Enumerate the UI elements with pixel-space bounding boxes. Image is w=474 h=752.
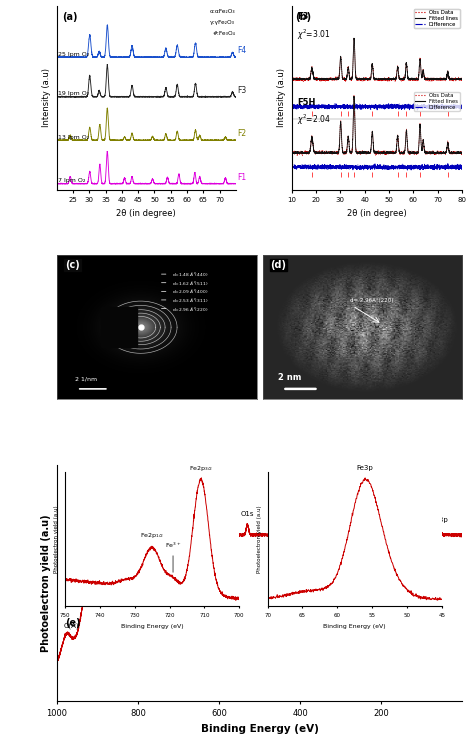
Text: d=2.53 $\AA^o$(311): d=2.53 $\AA^o$(311): [172, 296, 208, 304]
Text: d=1.48 $\AA^o$(440): d=1.48 $\AA^o$(440): [172, 270, 208, 278]
Text: F1: F1: [237, 173, 246, 182]
Text: 2 nm: 2 nm: [279, 373, 302, 382]
Text: F4: F4: [237, 47, 246, 56]
Text: Fe2p₁/₂: Fe2p₁/₂: [155, 536, 180, 542]
Text: 2 1/nm: 2 1/nm: [75, 377, 97, 382]
Text: d=2.09 $\AA^o$(400): d=2.09 $\AA^o$(400): [172, 287, 208, 296]
Text: (e): (e): [65, 618, 81, 628]
Text: d= 2.96A°(220): d= 2.96A°(220): [350, 298, 394, 303]
Text: d=2.96 $\AA^o$(220): d=2.96 $\AA^o$(220): [172, 305, 208, 313]
Text: F5H: F5H: [297, 98, 315, 107]
Text: (a): (a): [62, 11, 78, 22]
X-axis label: 2θ (in degree): 2θ (in degree): [347, 209, 407, 218]
Text: C1s: C1s: [340, 514, 353, 520]
Text: Fe2p₃/₂: Fe2p₃/₂: [189, 518, 214, 524]
X-axis label: Binding Energy (eV): Binding Energy (eV): [201, 723, 319, 734]
Text: (d): (d): [271, 259, 286, 270]
Text: O1s: O1s: [241, 511, 254, 517]
Text: (c): (c): [65, 259, 80, 270]
Text: #:Fe₃O₄: #:Fe₃O₄: [212, 31, 235, 36]
Y-axis label: Photoelectron yield (a.u): Photoelectron yield (a.u): [41, 514, 51, 651]
Text: O(A): O(A): [63, 623, 79, 629]
Text: α:αFe₂O₃: α:αFe₂O₃: [209, 9, 235, 14]
Legend: Obs Data, Fitted lines, Difference: Obs Data, Fitted lines, Difference: [414, 9, 459, 29]
Text: 7 lpm O₂: 7 lpm O₂: [58, 178, 85, 183]
Text: F3: F3: [297, 11, 308, 20]
Y-axis label: Intensity (a.u): Intensity (a.u): [42, 68, 51, 127]
Text: F2: F2: [237, 129, 246, 138]
Text: $\chi^2$=2.04: $\chi^2$=2.04: [297, 113, 331, 127]
Text: Fe3p: Fe3p: [431, 517, 448, 523]
Text: 25 lpm O₂: 25 lpm O₂: [58, 52, 89, 56]
Text: 19 lpm O₂: 19 lpm O₂: [58, 91, 89, 96]
Text: $\chi^2$=3.01: $\chi^2$=3.01: [297, 28, 330, 42]
Polygon shape: [101, 307, 137, 347]
Text: (b): (b): [295, 11, 311, 22]
Text: d=1.62 $\AA^o$(511): d=1.62 $\AA^o$(511): [172, 279, 208, 287]
Text: γ:γFe₂O₃: γ:γFe₂O₃: [210, 20, 235, 25]
X-axis label: 2θ (in degree): 2θ (in degree): [117, 209, 176, 218]
Text: F3: F3: [237, 86, 246, 95]
Text: 13 lpm O₂: 13 lpm O₂: [58, 135, 89, 140]
Text: Fe(A): Fe(A): [97, 545, 115, 551]
Y-axis label: Intensity (a.u): Intensity (a.u): [277, 68, 286, 127]
